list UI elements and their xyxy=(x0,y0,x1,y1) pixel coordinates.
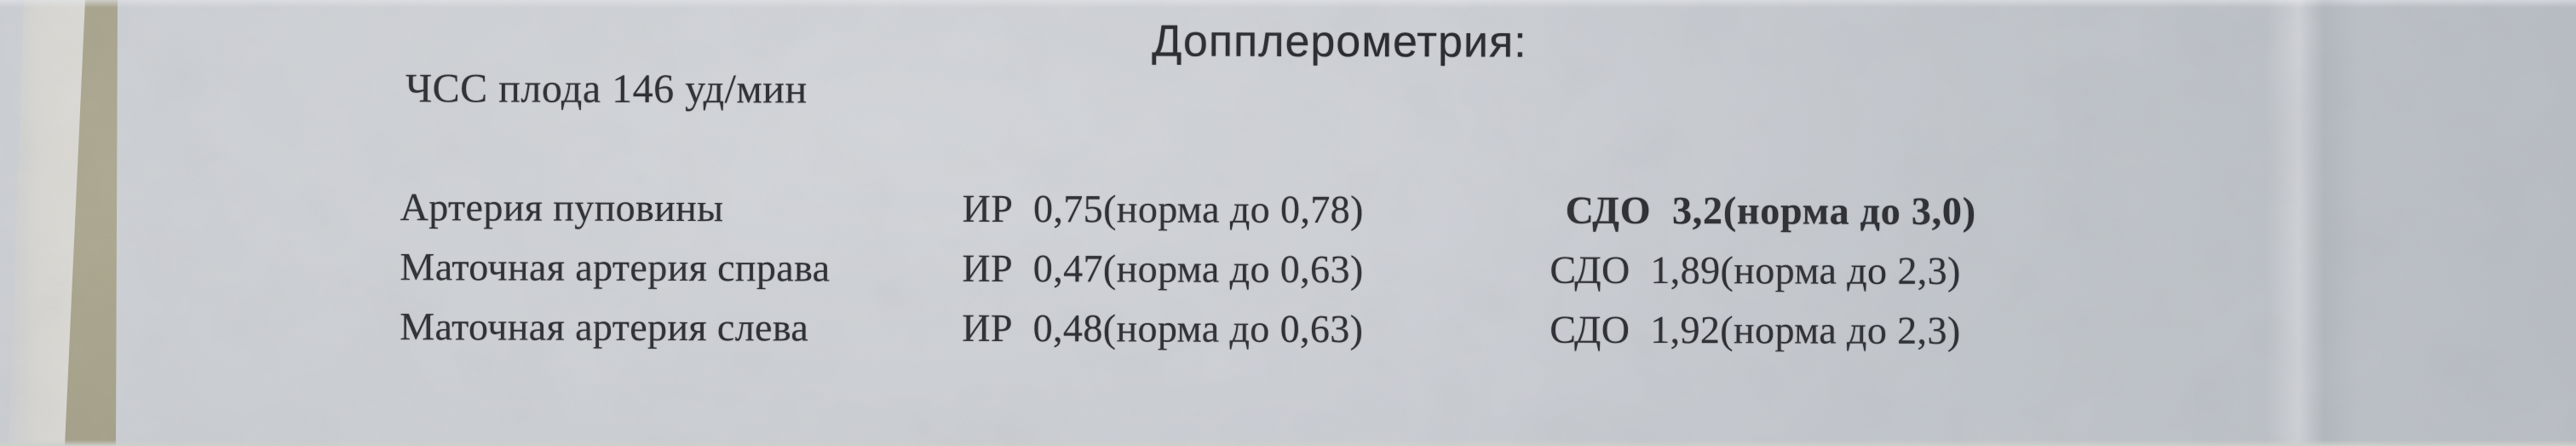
sdo-value-abnormal: СДО 3,2(норма до 3,0) xyxy=(1565,188,1976,234)
bottom-light-band xyxy=(0,440,2576,446)
ir-value: ИР 0,75(норма до 0,78) xyxy=(962,186,1364,232)
sdo-value: СДО 1,92(норма до 2,3) xyxy=(1550,307,1961,352)
vessel-name: Маточная артерия слева xyxy=(400,304,809,350)
vessel-name: Маточная артерия справа xyxy=(400,245,831,290)
vessel-name: Артерия пуповины xyxy=(400,185,724,230)
doppler-measurements-table: Артерия пуповины ИР 0,75(норма до 0,78) … xyxy=(400,182,1976,366)
fetal-heart-rate-line: ЧСС плода 146 уд/мин xyxy=(405,66,808,113)
sdo-value: СДО 1,89(норма до 2,3) xyxy=(1550,247,1961,293)
report-title: Допплерометрия: xyxy=(1152,16,1527,67)
ir-value: ИР 0,48(норма до 0,63) xyxy=(962,305,1364,351)
ir-value: ИР 0,47(норма до 0,63) xyxy=(962,246,1364,292)
